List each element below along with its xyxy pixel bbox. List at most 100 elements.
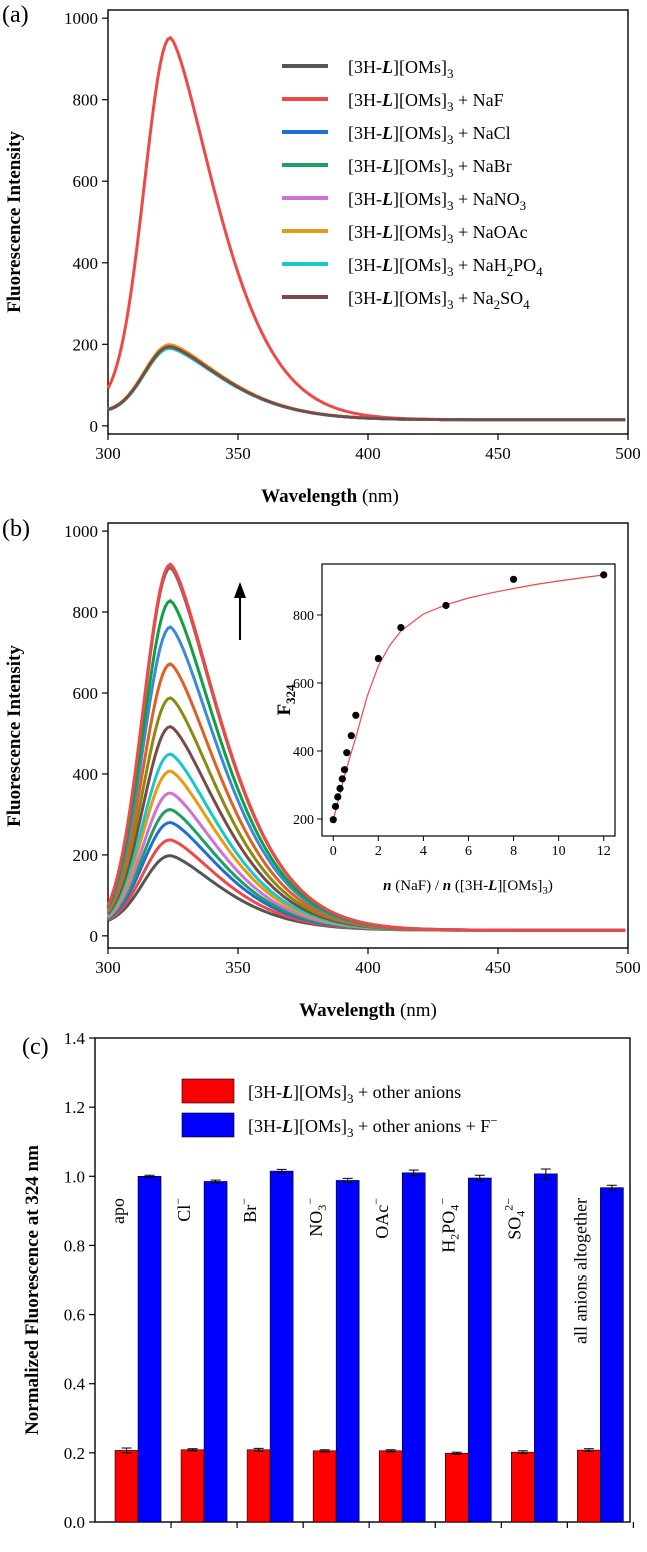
- y-tick-label: 200: [73, 846, 99, 865]
- panel-a-xlabel: Wavelength (nm): [261, 486, 399, 507]
- panel-b-xlabel-unit: (nm): [400, 1000, 437, 1021]
- inset-x-tick-label: 10: [552, 844, 566, 859]
- x-tick-label: 450: [485, 444, 511, 463]
- panel-a-xlabel-main: Wavelength: [261, 486, 357, 507]
- inset-x-tick-label: 12: [597, 844, 611, 859]
- x-tick-label: 350: [225, 958, 251, 977]
- y-tick-label: 1.2: [64, 1098, 85, 1117]
- panel-c-plot-frame: [94, 1037, 631, 1523]
- panel-c-axes: 0.0 0.2 0.4 0.6 0.8 1.0 1.2 1.4: [64, 1029, 634, 1532]
- bar: [312, 1450, 337, 1523]
- panel-b-axes: 300 350 400 450 500 0 200 400 600 800 1000: [64, 522, 641, 977]
- inset-x-tick-label: 8: [510, 844, 517, 859]
- inset-data-point: [329, 816, 337, 824]
- inset-data-point: [442, 601, 450, 610]
- category-label: Br−: [237, 1198, 260, 1223]
- panel-b-series-group: [106, 562, 626, 932]
- y-tick-label: 0: [90, 927, 99, 946]
- inset-xlabel-mid1: (NaF) /: [392, 878, 443, 894]
- inset-data-point: [509, 575, 518, 583]
- inset-ylabel-sub: 324: [283, 684, 298, 704]
- legend-entry: [3H-L][OMs]3 + NaOAc: [348, 222, 528, 246]
- inset-y-tick-label: 200: [293, 813, 314, 828]
- series-line: [107, 820, 626, 932]
- inset-data-point: [374, 654, 382, 663]
- legend-entry: [3H-L][OMs]3 + NaCl: [348, 123, 511, 147]
- bar: [180, 1449, 205, 1523]
- panel-b-xlabel: Wavelength (nm): [299, 1000, 437, 1021]
- y-tick-label: 1.0: [64, 1167, 85, 1186]
- inset-axes: 0 2 4 6 8 10 12 200 400 600 800: [293, 609, 611, 859]
- inset-ylabel: F324: [274, 684, 298, 716]
- x-tick-label: 400: [355, 958, 381, 977]
- inset-xlabel-L: L: [487, 878, 497, 894]
- legend-entry: [3H-L][OMs]3 + other anions + F−: [248, 1113, 498, 1140]
- inset-y-tick-label: 600: [293, 677, 314, 692]
- inset-data-point: [331, 802, 340, 811]
- inset-x-tick-label: 0: [330, 844, 337, 859]
- bar: [577, 1449, 601, 1523]
- inset-xlabel-mid2: ([3H-: [451, 878, 488, 894]
- bar: [534, 1173, 558, 1523]
- x-tick-label: 350: [225, 444, 251, 463]
- y-tick-label: 200: [73, 335, 99, 354]
- category-label: OAc−: [369, 1198, 392, 1239]
- inset-data-point: [343, 749, 351, 757]
- legend-entry: [3H-L][OMs]3 + Na2SO4: [348, 288, 530, 312]
- panel-b-ylabel: Fluorescence Intensity: [4, 645, 25, 827]
- y-tick-label: 800: [73, 91, 99, 110]
- bar: [246, 1449, 271, 1523]
- inset-data-point: [600, 571, 608, 579]
- x-tick-label: 450: [485, 958, 511, 977]
- panel-a-series-group: [106, 35, 626, 422]
- panel-b-inset: 0 2 4 6 8 10 12 200 400 600 800 F324 n (NaF) / n (…: [274, 563, 616, 897]
- y-tick-label: 600: [73, 684, 99, 703]
- category-label: all anions altogether: [570, 1198, 590, 1344]
- bar: [600, 1187, 624, 1523]
- inset-fit-curve: [332, 574, 604, 820]
- panel-c-legend: [3H-L][OMs]3 + other anions [3H-L][OMs]3 …: [181, 1078, 498, 1140]
- bar: [114, 1450, 139, 1523]
- category-label: NO3−: [303, 1198, 329, 1237]
- panel-c-chart: (c) 0.0 0.2 0.4 0.6 0.8 1.0 1.2 1.4 apo Cl− Br− NO…: [22, 1029, 634, 1532]
- series-line: [107, 345, 626, 422]
- y-tick-label: 0.0: [64, 1513, 85, 1532]
- panel-a-axes: 300 350 400 450 500 0 200 400 600 800 1000: [64, 9, 641, 463]
- x-tick-label: 300: [95, 958, 121, 977]
- y-tick-label: 1.4: [64, 1029, 86, 1048]
- series-line: [107, 344, 626, 422]
- series-line: [107, 344, 626, 422]
- bar: [511, 1451, 535, 1523]
- panel-a-ylabel: Fluorescence Intensity: [4, 131, 25, 313]
- bar: [401, 1172, 426, 1523]
- series-line: [107, 346, 626, 422]
- increase-arrow-icon: [234, 582, 246, 640]
- legend-swatch: [181, 1078, 235, 1104]
- panel-b-chart: (b) 300 350 400 450 500 0 200 400 600 800 1000 Wav…: [2, 516, 641, 1021]
- legend-entry: [3H-L][OMs]3: [348, 57, 454, 81]
- legend-entry: [3H-L][OMs]3 + NaNO3: [348, 189, 526, 213]
- inset-data-point: [336, 784, 344, 793]
- y-tick-label: 0.6: [64, 1306, 85, 1325]
- y-tick-label: 600: [73, 172, 99, 191]
- inset-data-point: [397, 623, 405, 632]
- inset-x-tick-label: 2: [375, 844, 382, 859]
- category-label: SO42−: [501, 1198, 527, 1240]
- bar: [203, 1181, 228, 1523]
- category-label: apo: [108, 1198, 128, 1224]
- x-tick-label: 500: [615, 444, 641, 463]
- y-tick-label: 800: [73, 603, 99, 622]
- inset-x-tick-label: 4: [420, 844, 427, 859]
- panel-a-chart: (a) 300 350 400 450 500 0 200 400 600 800 1000 [3H…: [2, 2, 641, 507]
- panel-a-label: (a): [2, 2, 29, 28]
- panel-a-legend: [3H-L][OMs]3 [3H-L][OMs]3 + NaF [3H-L][OMs…: [282, 57, 543, 312]
- inset-xlabel-sub: 3: [542, 885, 548, 897]
- legend-entry: [3H-L][OMs]3 + other anions: [248, 1082, 461, 1106]
- inset-data-point: [352, 711, 360, 719]
- legend-entry: [3H-L][OMs]3 + NaF: [348, 90, 504, 114]
- inset-xlabel: n (NaF) / n ([3H-L][OMs]3): [383, 878, 553, 897]
- y-tick-label: 1000: [64, 522, 98, 541]
- inset-data-point: [340, 766, 349, 774]
- panel-c-category-labels: apo Cl− Br− NO3− OAc− H2PO4− SO42− all anions a…: [108, 1198, 590, 1344]
